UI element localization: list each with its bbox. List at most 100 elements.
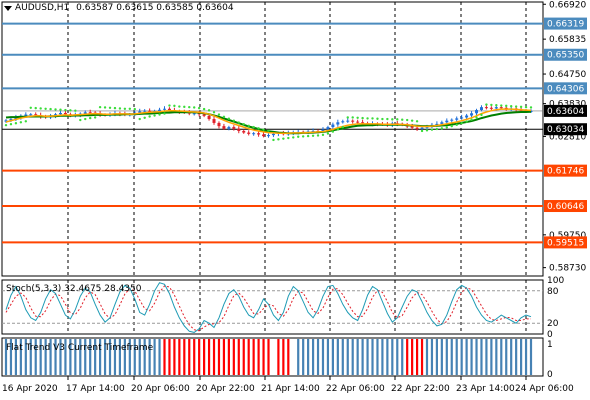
psar-dot — [440, 127, 444, 130]
psar-dot — [222, 115, 226, 119]
psar-dot — [514, 105, 518, 108]
psar-dot — [331, 130, 335, 133]
level-price-label: 0.63604 — [547, 107, 584, 117]
candle-body — [242, 130, 246, 133]
psar-dot — [128, 107, 132, 110]
psar-dot — [19, 121, 23, 124]
candle-body — [415, 127, 419, 129]
level-price-label: 0.64306 — [547, 84, 584, 94]
psar-dot — [79, 118, 82, 122]
stoch-panel-frame — [1, 279, 544, 335]
candle-body — [237, 128, 241, 131]
candle-body — [361, 122, 365, 124]
candle-body — [341, 121, 345, 123]
psar-dot — [490, 103, 493, 107]
psar-dot — [341, 125, 344, 129]
psar-dot — [257, 127, 260, 130]
psar-dot — [311, 134, 315, 137]
psar-dot — [133, 107, 136, 111]
stoch-scale-label: 0 — [547, 330, 553, 340]
psar-dot — [44, 107, 47, 110]
psar-dot — [346, 116, 349, 119]
candle-body — [252, 133, 256, 135]
psar-dot — [49, 107, 52, 111]
candle-body — [14, 117, 18, 120]
level-price-box — [544, 17, 587, 30]
candle-body — [331, 124, 335, 128]
psar-dot — [197, 106, 201, 110]
time-axis-label: 22 Apr 06:00 — [326, 384, 385, 394]
candle-body — [24, 114, 28, 116]
psar-dot — [242, 123, 245, 126]
candle-body — [4, 120, 8, 122]
candle-body — [227, 127, 231, 129]
stoch-main-line — [5, 282, 532, 333]
psar-dot — [158, 113, 161, 116]
psar-dot — [485, 103, 488, 106]
psar-dot — [524, 105, 528, 109]
psar-dot — [98, 105, 102, 109]
psar-dot — [529, 106, 533, 109]
psar-dot — [460, 122, 463, 125]
psar-dot — [480, 113, 483, 117]
psar-dot — [505, 104, 508, 108]
time-axis-label: 17 Apr 14:00 — [66, 384, 125, 394]
level-price-label: 0.66319 — [547, 20, 584, 30]
psar-dot — [509, 104, 513, 108]
psar-dot — [445, 126, 449, 129]
candle-body — [479, 107, 483, 111]
stoch-scale-label: 20 — [547, 319, 559, 329]
psar-dot — [401, 118, 404, 121]
level-price-box — [544, 236, 587, 249]
candle-body — [455, 118, 459, 120]
psar-dot — [316, 134, 320, 137]
candle-body — [435, 123, 439, 125]
candle-body — [162, 108, 166, 110]
psar-dot — [420, 129, 424, 133]
psar-dot — [396, 118, 399, 121]
psar-dot — [148, 115, 151, 118]
ma-orange-line — [5, 108, 532, 134]
candle-body — [489, 107, 493, 109]
candle-body — [445, 120, 449, 123]
level-price-label: 0.59515 — [547, 238, 584, 248]
candle-body — [465, 115, 469, 118]
candle-body — [524, 110, 528, 112]
psar-dot — [430, 128, 434, 131]
dropdown-triangle-icon[interactable] — [4, 6, 12, 11]
chart-header: AUDUSD,H1 0.63587 0.63615 0.63585 0.6360… — [5, 3, 234, 13]
flat-trend-scale-label: 1 — [547, 340, 553, 350]
psar-dot — [252, 125, 255, 129]
psar-dot — [277, 138, 280, 141]
level-price-box — [544, 104, 587, 117]
price-tick-label: 0.63830 — [549, 100, 586, 110]
psar-dot — [217, 113, 221, 116]
candle-body — [158, 109, 162, 112]
candle-body — [475, 110, 479, 114]
psar-dot — [212, 111, 216, 114]
candle-body — [212, 119, 216, 123]
price-tick-label: 0.62810 — [549, 132, 586, 142]
psar-dot — [123, 107, 127, 110]
psar-dot — [118, 107, 122, 110]
price-panel-frame — [1, 1, 544, 277]
psar-dot — [376, 117, 379, 120]
symbol-label: AUDUSD,H1 — [15, 3, 70, 13]
time-axis-label: 20 Apr 22:00 — [196, 384, 255, 394]
psar-dot — [193, 106, 196, 109]
candle-body — [346, 120, 350, 122]
psar-dot — [326, 132, 330, 135]
price-tick-label: 0.65835 — [549, 35, 586, 45]
psar-dot — [39, 107, 42, 110]
psar-dot — [113, 106, 117, 110]
level-price-box — [544, 164, 587, 177]
stoch-scale-label: 80 — [547, 287, 559, 297]
candle-body — [351, 120, 355, 122]
time-axis-label: 23 Apr 14:00 — [456, 384, 515, 394]
candle-body — [34, 114, 38, 116]
psar-dot — [237, 121, 240, 124]
psar-dot — [74, 109, 77, 112]
time-axis-label: 24 Apr 06:00 — [515, 384, 574, 394]
psar-dot — [54, 108, 57, 111]
